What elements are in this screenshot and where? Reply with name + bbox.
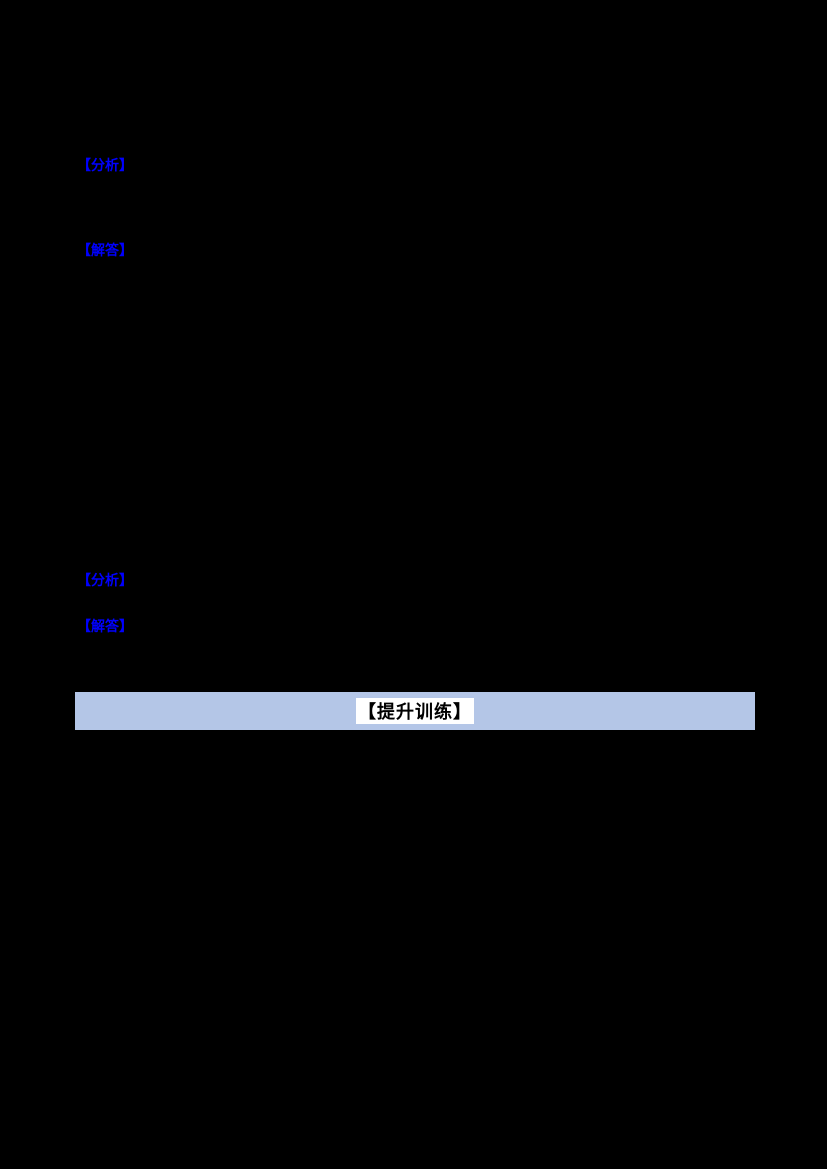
analysis-label-1: 【分析】 [77,157,133,173]
section-banner: 【提升训练】 [75,692,755,730]
banner-title: 【提升训练】 [356,698,474,724]
analysis-label-2: 【分析】 [77,572,133,588]
answer-label-1: 【解答】 [77,242,133,258]
answer-label-2: 【解答】 [77,618,133,634]
